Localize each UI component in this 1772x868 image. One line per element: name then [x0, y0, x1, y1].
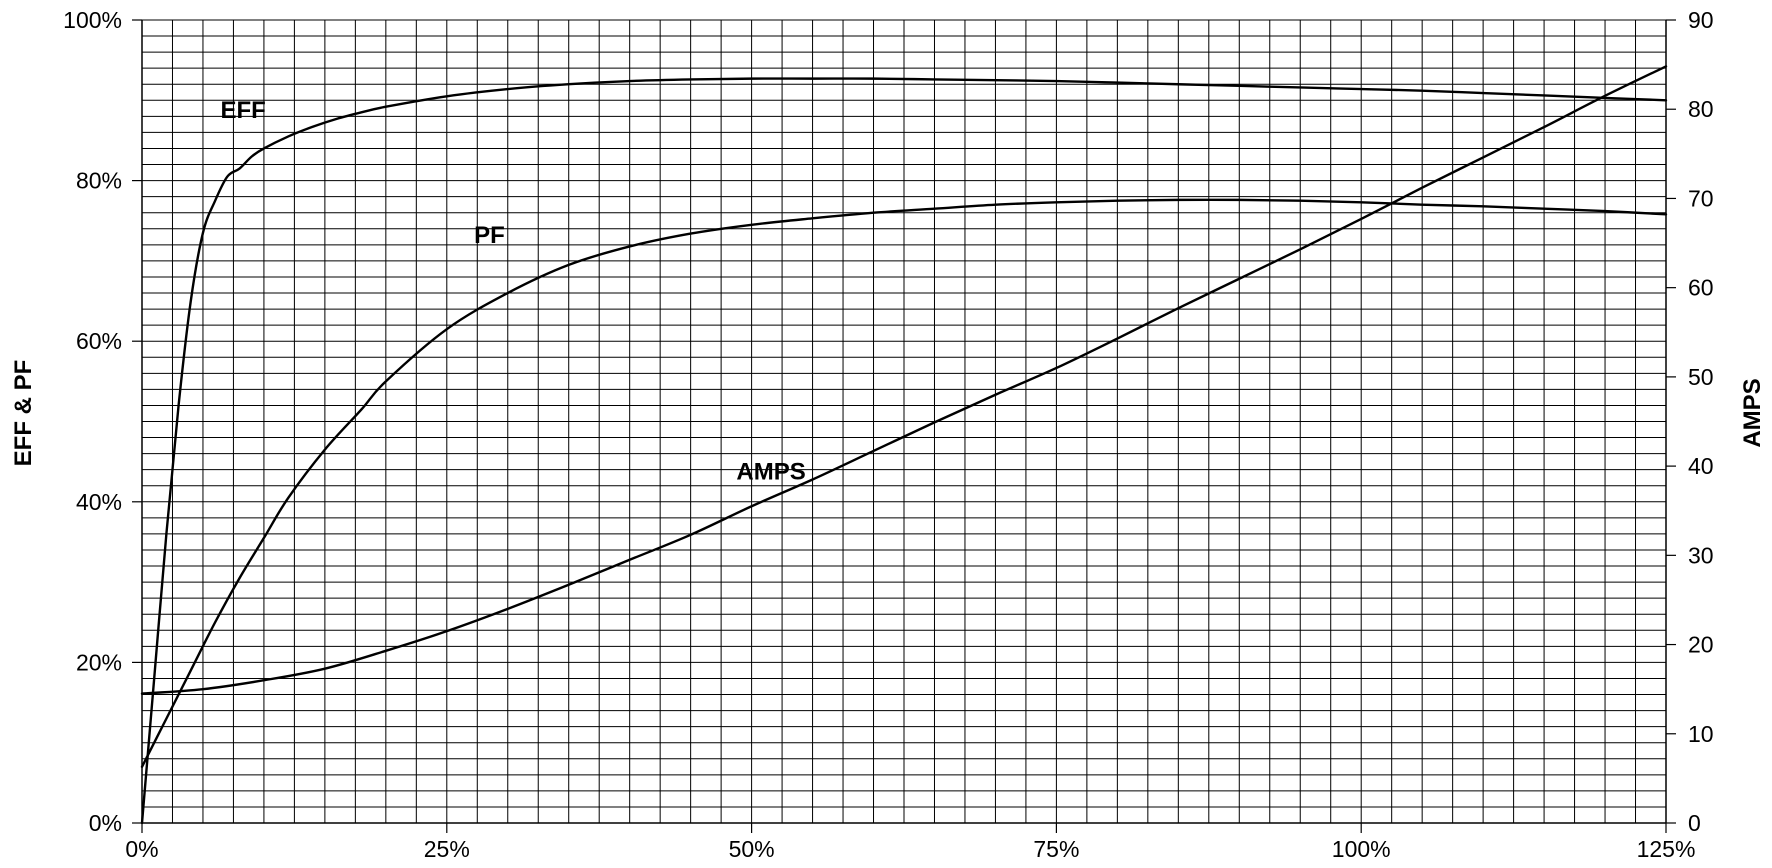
series-line-eff: [140, 77, 1668, 825]
axes: [132, 19, 1676, 833]
y-tick-label-right: 60: [1688, 275, 1714, 301]
x-tick-label: 50%: [729, 836, 775, 862]
x-tick-label: 125%: [1637, 836, 1696, 862]
y-tick-label-left: 20%: [76, 649, 122, 675]
y-tick-label-right: 80: [1688, 96, 1714, 122]
x-tick-label: 0%: [125, 836, 158, 862]
y-tick-label-left: 100%: [63, 7, 122, 33]
y-tick-label-right: 10: [1688, 721, 1714, 747]
y-tick-label-right: 0: [1688, 810, 1701, 836]
labels: 0% 25% 50% 75% 100% 125% 0% 20% 40% 60% 80% 100% 0 10…: [63, 7, 1713, 862]
y-axis-title-right: AMPS: [1739, 378, 1766, 447]
series-line-amps: [140, 65, 1668, 695]
y-axis-title-left: EFF & PF: [10, 360, 37, 467]
y-tick-label-right: 30: [1688, 542, 1714, 568]
y-tick-label-right: 40: [1688, 453, 1714, 479]
y-tick-label-left: 60%: [76, 328, 122, 354]
series-label-amps: AMPS: [736, 458, 805, 485]
y-tick-label-left: 40%: [76, 489, 122, 515]
y-tick-label-right: 90: [1688, 7, 1714, 33]
series-label-pf: PF: [474, 222, 505, 249]
y-tick-label-left: 80%: [76, 168, 122, 194]
x-tick-label: 75%: [1033, 836, 1079, 862]
y-tick-label-left: 0%: [89, 810, 122, 836]
y-tick-label-right: 50: [1688, 364, 1714, 390]
curves: [140, 65, 1668, 825]
y-tick-label-right: 70: [1688, 185, 1714, 211]
grid: [141, 19, 1667, 824]
series-label-eff: EFF: [221, 97, 266, 124]
y-tick-label-right: 20: [1688, 632, 1714, 658]
x-tick-label: 100%: [1332, 836, 1391, 862]
x-tick-label: 25%: [424, 836, 470, 862]
series-line-pf: [140, 198, 1668, 768]
